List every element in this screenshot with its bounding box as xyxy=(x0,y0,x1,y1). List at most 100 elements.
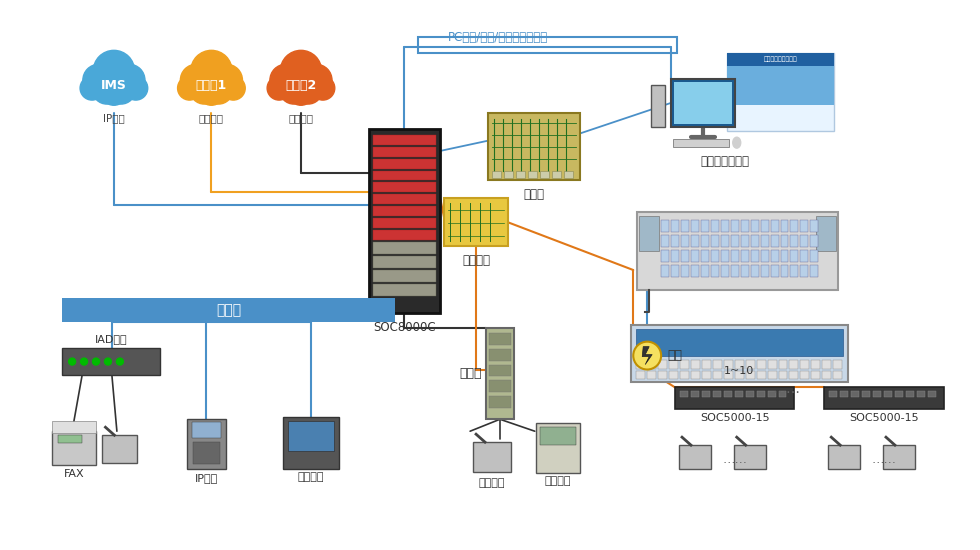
Bar xyxy=(790,371,799,380)
Bar xyxy=(724,360,733,368)
Bar xyxy=(372,147,436,157)
Bar xyxy=(372,284,436,296)
Bar xyxy=(372,183,436,192)
Bar xyxy=(662,221,669,232)
Bar xyxy=(778,371,788,380)
Bar xyxy=(651,85,665,126)
Bar xyxy=(372,206,436,216)
Bar xyxy=(883,445,915,469)
Text: IP中继: IP中继 xyxy=(103,114,124,124)
Circle shape xyxy=(113,64,145,96)
Text: 调度员中座管理系统: 调度员中座管理系统 xyxy=(763,57,798,62)
Circle shape xyxy=(180,64,213,96)
Bar xyxy=(671,265,679,277)
Bar xyxy=(840,392,848,398)
Text: ……: …… xyxy=(722,453,748,465)
Bar xyxy=(192,442,220,464)
Circle shape xyxy=(93,51,134,92)
Bar xyxy=(767,392,775,398)
Bar xyxy=(659,360,667,368)
Bar xyxy=(669,371,678,380)
Bar xyxy=(928,392,936,398)
Bar xyxy=(488,113,579,180)
Bar xyxy=(741,221,749,232)
Bar xyxy=(647,371,657,380)
Bar xyxy=(822,371,831,380)
Bar xyxy=(691,392,699,398)
Bar xyxy=(767,371,776,380)
Bar xyxy=(791,265,799,277)
Circle shape xyxy=(288,79,315,105)
Bar xyxy=(735,360,744,368)
Bar xyxy=(540,170,549,179)
Bar xyxy=(552,170,561,179)
Ellipse shape xyxy=(274,81,328,101)
Bar xyxy=(822,360,831,368)
Bar xyxy=(829,392,837,398)
Bar xyxy=(791,235,799,247)
Bar xyxy=(760,265,768,277)
Circle shape xyxy=(105,358,112,365)
Bar xyxy=(757,360,765,368)
Ellipse shape xyxy=(87,81,141,101)
Bar xyxy=(372,135,436,145)
Circle shape xyxy=(300,64,332,96)
Circle shape xyxy=(311,76,335,100)
Bar xyxy=(631,324,848,382)
Circle shape xyxy=(221,76,245,100)
Bar xyxy=(816,216,836,251)
Text: ……: …… xyxy=(871,453,897,465)
Bar xyxy=(791,221,799,232)
Bar xyxy=(536,424,579,473)
Bar xyxy=(757,371,765,380)
Circle shape xyxy=(83,64,115,96)
Bar xyxy=(418,37,677,53)
Ellipse shape xyxy=(733,137,741,148)
Text: 局域网: 局域网 xyxy=(217,303,241,317)
Bar xyxy=(691,265,699,277)
Bar xyxy=(810,221,818,232)
Bar xyxy=(372,218,436,228)
Bar xyxy=(662,250,669,262)
Bar xyxy=(721,221,729,232)
Bar xyxy=(746,371,755,380)
Bar xyxy=(681,221,689,232)
Bar xyxy=(811,360,820,368)
Bar xyxy=(862,392,870,398)
Circle shape xyxy=(268,76,291,100)
Bar xyxy=(186,419,226,469)
Text: FAX: FAX xyxy=(64,469,84,479)
Text: SOC8000C: SOC8000C xyxy=(373,321,436,334)
Bar xyxy=(801,265,808,277)
Bar xyxy=(852,392,859,398)
Bar xyxy=(372,256,436,268)
Circle shape xyxy=(117,358,123,365)
Circle shape xyxy=(294,75,322,104)
Bar xyxy=(780,221,789,232)
Bar xyxy=(701,250,709,262)
Bar xyxy=(727,66,834,105)
Circle shape xyxy=(279,75,308,104)
Text: 系统管理及录音: 系统管理及录音 xyxy=(701,155,750,168)
Bar xyxy=(735,392,743,398)
Bar xyxy=(681,250,689,262)
Text: IP话机: IP话机 xyxy=(195,473,219,483)
Bar xyxy=(564,170,572,179)
Circle shape xyxy=(80,76,104,100)
Bar xyxy=(751,221,759,232)
Bar xyxy=(712,392,721,398)
Bar xyxy=(62,298,396,322)
Bar xyxy=(639,216,660,251)
Bar xyxy=(778,360,788,368)
Circle shape xyxy=(270,64,302,96)
Bar xyxy=(873,392,881,398)
Bar xyxy=(671,221,679,232)
Bar xyxy=(691,360,700,368)
Bar xyxy=(828,445,860,469)
Text: SOC5000-15: SOC5000-15 xyxy=(700,413,769,424)
Bar xyxy=(801,221,808,232)
Bar xyxy=(659,371,667,380)
Bar xyxy=(727,53,834,66)
Text: 1~10: 1~10 xyxy=(723,366,754,377)
Bar xyxy=(52,421,96,433)
